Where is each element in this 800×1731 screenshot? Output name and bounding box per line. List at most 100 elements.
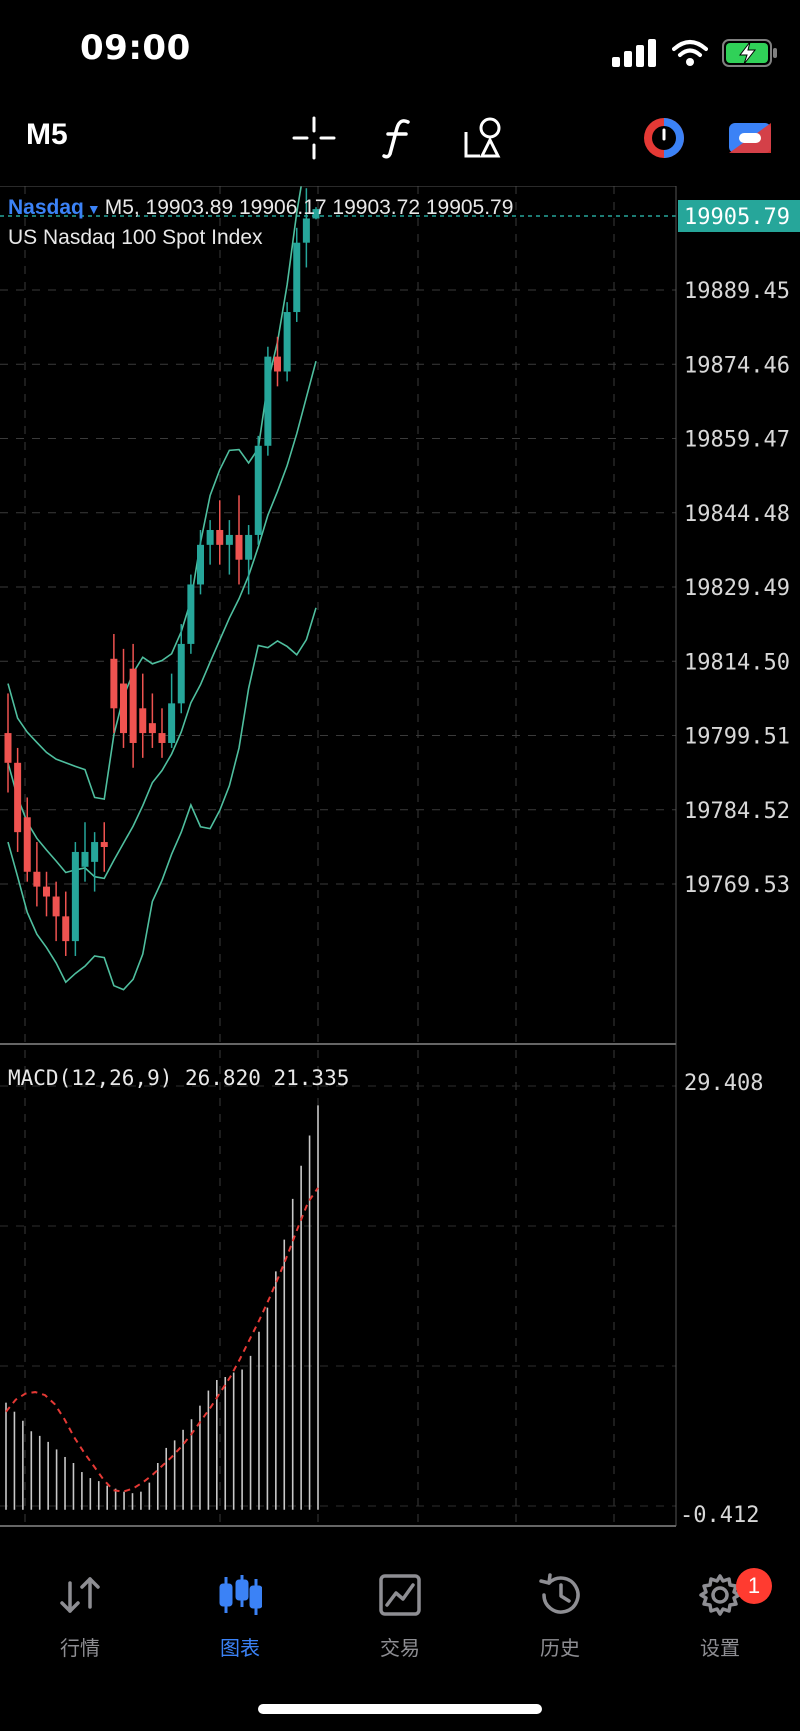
chart-icon [219, 1575, 262, 1615]
trade-icon [379, 1574, 421, 1616]
price-tick-label: 19889.45 [684, 279, 790, 304]
candle-body [264, 356, 272, 446]
candle-body [129, 668, 137, 743]
account-switch-button[interactable] [724, 112, 776, 164]
macd-signal [5, 1187, 319, 1493]
tab-label: 行情 [60, 1636, 100, 1660]
tab-label: 交易 [380, 1636, 420, 1660]
price-tick-label: 19874.46 [684, 353, 790, 378]
candle-body [120, 683, 127, 734]
timeframe-selector[interactable]: M5 [26, 118, 68, 151]
tab-label: 图表 [220, 1636, 260, 1660]
candle-body [197, 544, 204, 585]
candle-body [81, 851, 89, 867]
candle-body [100, 842, 108, 847]
cellular-signal-icon [612, 39, 656, 67]
bollinger-upper [7, 186, 303, 801]
candle-body [235, 534, 243, 560]
price-tick-label: 19814.50 [684, 650, 790, 675]
settings-notification-badge: 1 [736, 1568, 772, 1604]
time-tick-label: 23 Sep 10:00 [422, 1545, 581, 1546]
objects-button[interactable] [458, 112, 510, 164]
candle-body [312, 209, 320, 219]
candle-body [225, 534, 233, 545]
candle-body [91, 842, 99, 862]
candle-body [274, 356, 281, 372]
one-click-trading-icon [644, 118, 684, 158]
price-tick-label: 19799.51 [684, 725, 790, 750]
indicators-button[interactable] [372, 112, 424, 164]
candle-body [14, 762, 22, 833]
candle-body [187, 584, 195, 644]
candle-body [177, 643, 185, 704]
macd-max-label: 29.408 [684, 1071, 763, 1096]
indicator-f-icon [382, 119, 410, 159]
candle-body [293, 242, 301, 313]
symbol-selector[interactable]: Nasdaq [8, 196, 84, 219]
candle-body [110, 658, 118, 709]
candle-body [52, 896, 60, 917]
chart-axes: 19889.45 19874.46 19859.47 19844.48 19829.49… [0, 186, 800, 1546]
candle-body [139, 708, 147, 734]
history-icon [539, 1573, 580, 1614]
header-ohlc: M5, 19903.89 19906.17 19903.72 19905.79 [104, 196, 514, 219]
macd-label: MACD(12,26,9) 26.820 21.335 [8, 1066, 350, 1090]
price-tick-label: 19844.48 [684, 502, 790, 527]
candle-body [148, 723, 156, 734]
crosshair-button[interactable] [288, 112, 340, 164]
candle-body [4, 733, 12, 763]
crosshair-icon [292, 116, 336, 160]
tab-quotes[interactable]: 行情 [25, 1570, 135, 1661]
tab-label: 设置 [700, 1636, 740, 1660]
candle-body [23, 817, 31, 872]
tab-settings[interactable]: 设置 [665, 1570, 775, 1661]
candle-body [283, 312, 291, 372]
candle-body [168, 703, 176, 743]
candle-body [71, 851, 79, 942]
symbol-caret-icon[interactable]: ▼ [86, 201, 101, 217]
price-chart[interactable]: 19889.45 19874.46 19859.47 19844.48 19829.49… [0, 186, 800, 1546]
current-price-label: 19905.79 [684, 205, 790, 230]
bollinger-lower [7, 607, 317, 991]
time-tick-label: 21 Sep 04:05 [28, 1545, 187, 1546]
candle-body [245, 534, 253, 560]
price-tick-label: 19859.47 [684, 428, 790, 453]
tab-label: 历史 [540, 1636, 580, 1660]
candlesticks [4, 188, 320, 956]
chart-grid [0, 186, 676, 1526]
candle-body [302, 218, 310, 243]
battery-charging-icon [722, 39, 777, 67]
macd-min-label: -0.412 [680, 1503, 759, 1528]
tab-chart[interactable]: 图表 [185, 1570, 295, 1661]
macd-histogram [5, 1105, 319, 1510]
price-tick-label: 19829.49 [684, 576, 790, 601]
one-click-trading-button[interactable] [638, 112, 690, 164]
chart-header: Nasdaq ▼ M5, 19903.89 19906.17 19903.72 19… [8, 196, 513, 220]
tab-history[interactable]: 历史 [505, 1570, 615, 1661]
objects-icon [464, 117, 501, 158]
candle-body [206, 529, 214, 545]
bottom-tab-bar: 行情 图表 交易 [0, 1570, 800, 1680]
status-time: 09:00 [80, 28, 191, 68]
status-icons [612, 36, 778, 70]
time-tick-label: 23 Sep 12:00 [620, 1545, 779, 1546]
account-switch-icon [729, 123, 771, 153]
wifi-icon [672, 40, 708, 66]
candle-body [43, 886, 50, 897]
bollinger-bands [7, 186, 317, 991]
current-price-badge [678, 200, 800, 232]
symbol-description: US Nasdaq 100 Spot Index [8, 226, 263, 249]
tab-trade[interactable]: 交易 [345, 1570, 455, 1661]
home-indicator [258, 1704, 542, 1714]
candle-body [158, 733, 166, 743]
candle-body [33, 871, 41, 887]
candle-body [62, 916, 70, 942]
macd-signal-line [5, 1187, 319, 1493]
bollinger-middle [7, 360, 317, 880]
quotes-icon [60, 1577, 100, 1613]
candle-body [254, 445, 262, 535]
price-tick-label: 19784.52 [684, 799, 790, 824]
time-tick-label: 23 Sep 08:00 [222, 1545, 381, 1546]
price-tick-label: 19769.53 [684, 873, 790, 898]
candle-body [216, 529, 224, 545]
